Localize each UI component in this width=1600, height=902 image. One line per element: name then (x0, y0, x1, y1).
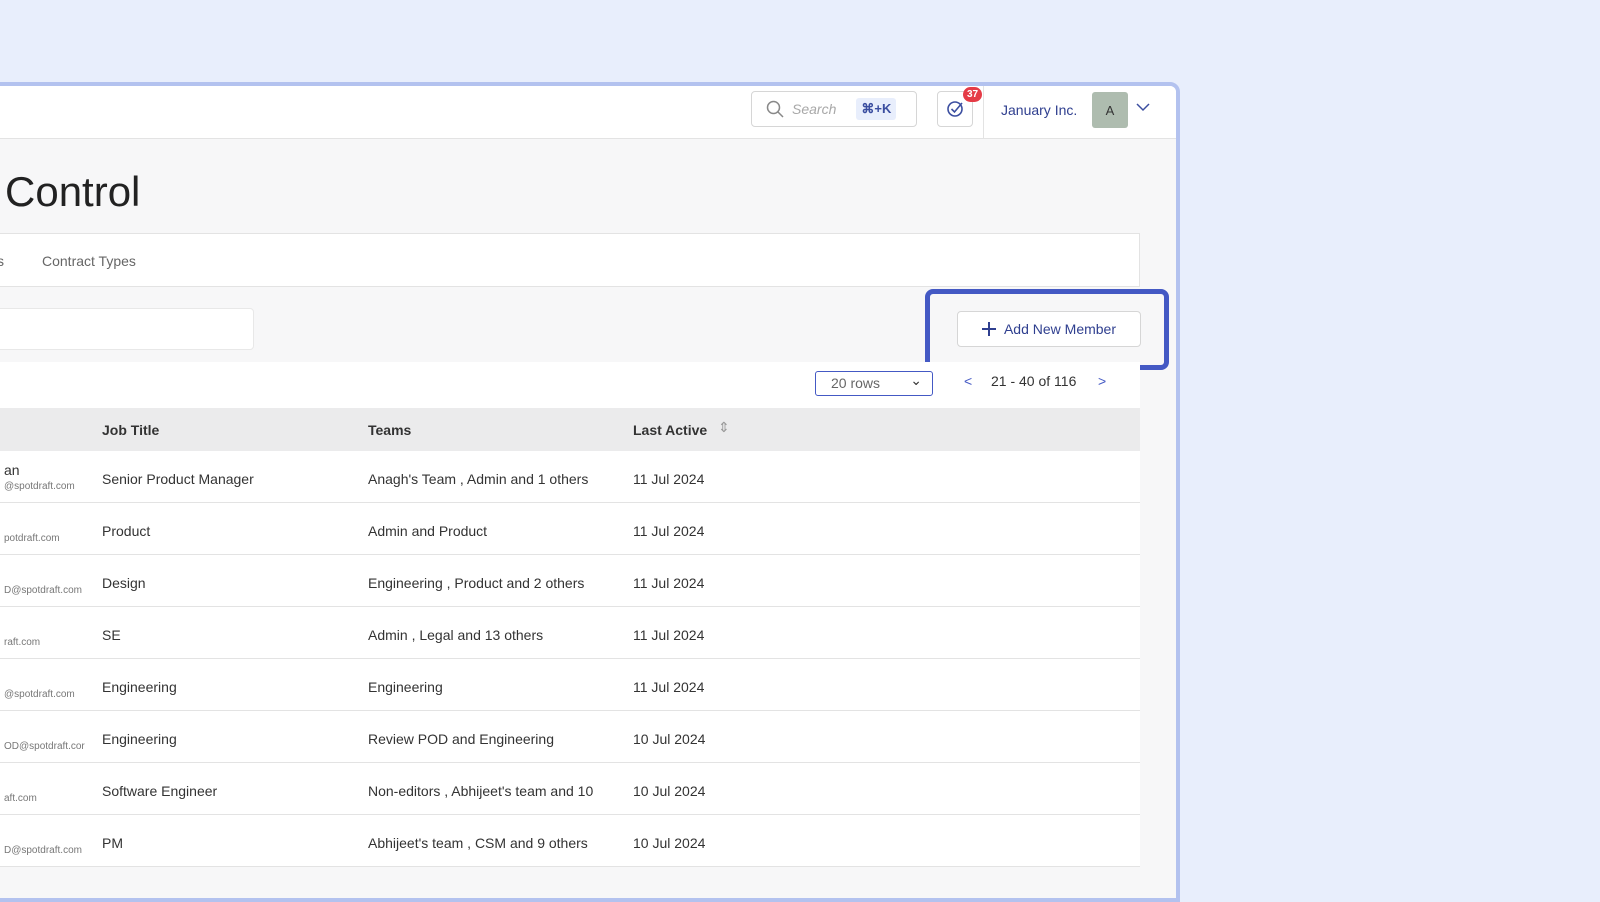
pagination-bar: 20 rows ⌄ < 21 - 40 of 116 > (0, 362, 1140, 408)
member-name: an (4, 462, 20, 478)
check-circle-icon (947, 101, 963, 117)
sort-icon[interactable]: ⇕ (718, 419, 730, 435)
table-row[interactable]: aft.com Software Engineer Non-editors , … (0, 763, 1140, 815)
teams: Non-editors , Abhijeet's team and 10 (368, 783, 594, 799)
member-email: aft.com (4, 793, 37, 804)
add-new-member-label: Add New Member (1003, 321, 1117, 337)
job-title: Senior Product Manager (102, 471, 254, 487)
member-email: D@spotdraft.com (4, 585, 82, 596)
teams: Review POD and Engineering (368, 731, 554, 747)
rows-value: 20 rows (831, 375, 881, 391)
tab-partial[interactable]: s (0, 253, 4, 269)
table-row[interactable]: D@spotdraft.com Design Engineering , Pro… (0, 555, 1140, 607)
job-title: Design (102, 575, 146, 591)
shortcut-hint: ⌘+K (856, 98, 897, 120)
member-email: raft.com (4, 637, 41, 648)
member-email: potdraft.com (4, 533, 60, 544)
job-title: Software Engineer (102, 783, 218, 799)
search-icon (766, 100, 784, 118)
job-title: Engineering (102, 731, 177, 747)
table-row[interactable]: OD@spotdraft.cor Engineering Review POD … (0, 711, 1140, 763)
teams: Engineering , Product and 2 others (368, 575, 585, 591)
avatar[interactable]: A (1092, 92, 1128, 128)
teams: Engineering (368, 679, 443, 695)
app-window: Search ⌘+K 37 January Inc. A Control s C… (0, 82, 1180, 902)
search-placeholder: Search (792, 101, 837, 117)
tab-bar: s Contract Types (0, 233, 1140, 287)
page-title: Control (5, 168, 141, 215)
plus-icon (981, 322, 996, 336)
last-active: 10 Jul 2024 (633, 783, 706, 799)
teams: Abhijeet's team , CSM and 9 others (368, 835, 588, 851)
last-active: 11 Jul 2024 (633, 575, 705, 591)
member-email: @spotdraft.com (4, 689, 75, 700)
teams: Admin and Product (368, 523, 488, 539)
page-range: 21 - 40 of 116 (991, 373, 1077, 389)
last-active: 11 Jul 2024 (633, 627, 705, 643)
teams: Admin , Legal and 13 others (368, 627, 544, 643)
last-active: 11 Jul 2024 (633, 679, 705, 695)
col-last-active[interactable]: Last Active (633, 422, 708, 438)
last-active: 10 Jul 2024 (633, 835, 706, 851)
next-page-icon[interactable]: > (1098, 373, 1107, 389)
rows-per-page-select[interactable]: 20 rows ⌄ (815, 371, 933, 396)
col-teams: Teams (368, 422, 412, 438)
job-title: Engineering (102, 679, 177, 695)
chevron-down-icon[interactable] (1136, 100, 1150, 114)
job-title: SE (102, 627, 121, 643)
table-row[interactable]: raft.com SE Admin , Legal and 13 others … (0, 607, 1140, 659)
member-email: OD@spotdraft.cor (4, 741, 85, 752)
org-name[interactable]: January Inc. (1001, 102, 1078, 118)
table-header: Job Title Teams Last Active ⇕ (0, 408, 1140, 451)
col-job-title: Job Title (102, 422, 160, 438)
job-title: Product (102, 523, 151, 539)
divider (983, 86, 984, 139)
search-box[interactable]: Search ⌘+K (751, 91, 917, 127)
last-active: 10 Jul 2024 (633, 731, 706, 747)
table-row[interactable]: @spotdraft.com Engineering Engineering 1… (0, 659, 1140, 711)
filter-input[interactable] (0, 308, 254, 350)
tasks-button[interactable] (937, 91, 973, 127)
table-row[interactable]: an @spotdraft.com Senior Product Manager… (0, 451, 1140, 503)
last-active: 11 Jul 2024 (633, 471, 705, 487)
last-active: 11 Jul 2024 (633, 523, 705, 539)
table-row[interactable]: D@spotdraft.com PM Abhijeet's team , CSM… (0, 815, 1140, 867)
prev-page-icon[interactable]: < (964, 373, 973, 389)
table-row[interactable]: potdraft.com Product Admin and Product 1… (0, 503, 1140, 555)
tasks-badge: 37 (963, 87, 983, 102)
teams: Anagh's Team , Admin and 1 others (368, 471, 589, 487)
tab-contract-types[interactable]: Contract Types (42, 253, 136, 269)
add-new-member-button[interactable]: Add New Member (957, 311, 1141, 347)
top-header: Search ⌘+K 37 January Inc. A (0, 86, 1176, 139)
job-title: PM (102, 835, 123, 851)
chevron-down-icon: ⌄ (910, 372, 922, 388)
member-email: D@spotdraft.com (4, 845, 82, 856)
member-email: @spotdraft.com (4, 481, 75, 492)
